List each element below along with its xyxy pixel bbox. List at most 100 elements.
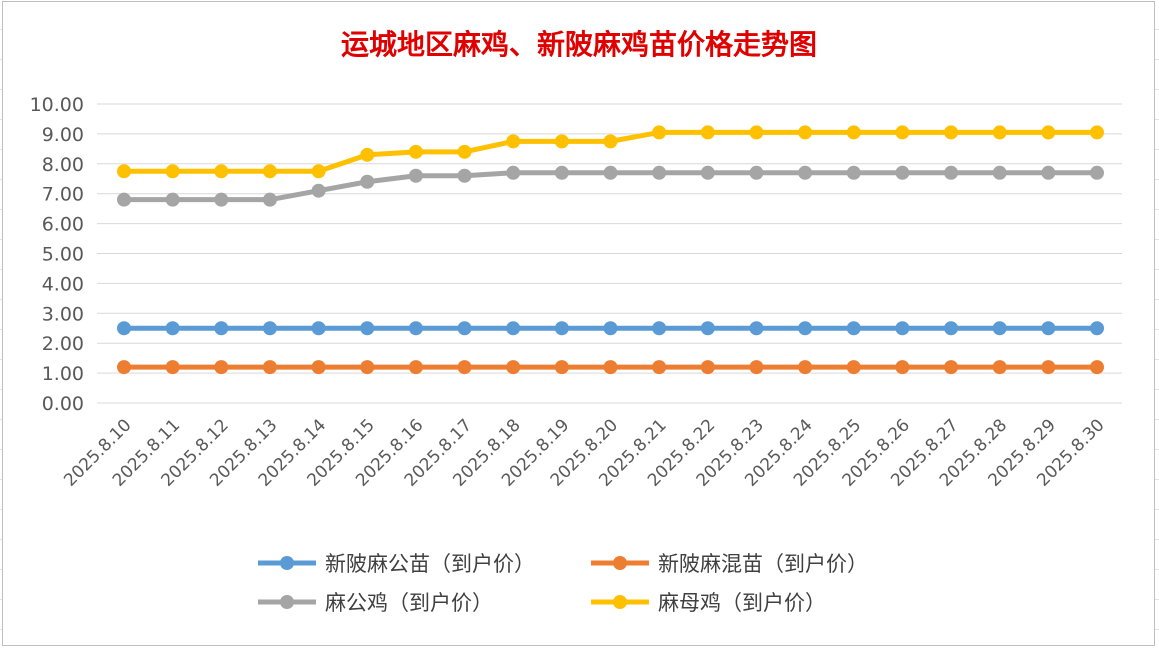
data-point bbox=[1041, 321, 1056, 336]
y-tick-label: 9.00 bbox=[42, 124, 84, 146]
data-point bbox=[700, 321, 715, 336]
data-point bbox=[506, 165, 521, 180]
y-tick-label: 4.00 bbox=[42, 273, 84, 295]
data-point bbox=[311, 360, 326, 375]
y-tick-label: 8.00 bbox=[42, 154, 84, 176]
data-point bbox=[408, 144, 423, 159]
data-point bbox=[846, 321, 861, 336]
data-point bbox=[360, 174, 375, 189]
y-tick-label: 3.00 bbox=[42, 303, 84, 325]
y-tick-label: 1.00 bbox=[42, 363, 84, 385]
data-point bbox=[408, 360, 423, 375]
data-point bbox=[311, 183, 326, 198]
data-point bbox=[262, 164, 277, 179]
data-point bbox=[117, 321, 131, 336]
data-point bbox=[944, 165, 959, 180]
data-point bbox=[1090, 360, 1104, 375]
data-point bbox=[652, 165, 667, 180]
data-point bbox=[992, 360, 1007, 375]
chart-title: 运城地区麻鸡、新陂麻鸡苗价格走势图 bbox=[341, 28, 817, 61]
legend-item[interactable]: 新陂麻混苗（到户价） bbox=[591, 552, 868, 576]
data-point bbox=[506, 360, 521, 375]
data-point bbox=[652, 125, 667, 140]
legend-item[interactable]: 麻公鸡（到户价） bbox=[258, 591, 493, 615]
data-point bbox=[700, 125, 715, 140]
data-point bbox=[992, 321, 1007, 336]
y-tick-label: 6.00 bbox=[42, 214, 84, 236]
data-point bbox=[944, 125, 959, 140]
data-point bbox=[798, 125, 813, 140]
legend: 新陂麻公苗（到户价） 新陂麻混苗（到户价） 麻公鸡（到户价） 麻母鸡（到户价） bbox=[258, 552, 868, 615]
data-point bbox=[944, 321, 959, 336]
data-point bbox=[700, 165, 715, 180]
data-point bbox=[895, 321, 910, 336]
data-point bbox=[749, 321, 764, 336]
data-point bbox=[652, 321, 667, 336]
legend-label: 新陂麻混苗（到户价） bbox=[658, 552, 868, 576]
data-point bbox=[603, 360, 618, 375]
data-point bbox=[165, 360, 180, 375]
data-point bbox=[554, 360, 569, 375]
data-point bbox=[165, 321, 180, 336]
data-point bbox=[1090, 125, 1104, 140]
data-point bbox=[554, 321, 569, 336]
data-point bbox=[262, 360, 277, 375]
data-point bbox=[408, 168, 423, 183]
gridlines bbox=[97, 103, 1122, 404]
data-point bbox=[117, 360, 131, 375]
data-point bbox=[1041, 165, 1056, 180]
data-point bbox=[457, 321, 472, 336]
series-1 bbox=[117, 360, 1104, 375]
data-point bbox=[798, 360, 813, 375]
data-point bbox=[603, 165, 618, 180]
data-point bbox=[992, 125, 1007, 140]
legend-swatch-marker bbox=[613, 595, 627, 609]
data-point bbox=[798, 321, 813, 336]
data-point bbox=[457, 144, 472, 159]
legend-label: 麻母鸡（到户价） bbox=[658, 591, 826, 615]
data-point bbox=[165, 192, 180, 207]
x-axis-ticks: 2025.8.102025.8.112025.8.122025.8.132025… bbox=[60, 415, 1108, 490]
data-point bbox=[214, 164, 229, 179]
data-point bbox=[214, 321, 229, 336]
data-point bbox=[895, 125, 910, 140]
data-point bbox=[1090, 165, 1104, 180]
series-3 bbox=[117, 125, 1104, 179]
data-point bbox=[749, 360, 764, 375]
y-tick-label: 2.00 bbox=[42, 333, 84, 355]
data-point bbox=[457, 360, 472, 375]
y-tick-label: 10.00 bbox=[30, 94, 84, 116]
legend-swatch-marker bbox=[280, 595, 294, 609]
y-tick-label: 7.00 bbox=[42, 184, 84, 206]
data-point bbox=[262, 192, 277, 207]
data-point bbox=[165, 164, 180, 179]
data-point bbox=[1041, 360, 1056, 375]
data-point bbox=[457, 168, 472, 183]
data-point bbox=[749, 125, 764, 140]
data-point bbox=[1090, 321, 1104, 336]
data-point bbox=[846, 125, 861, 140]
data-point bbox=[603, 321, 618, 336]
data-point bbox=[214, 192, 229, 207]
data-point bbox=[360, 147, 375, 162]
legend-swatch-marker bbox=[613, 556, 627, 570]
data-point bbox=[603, 134, 618, 149]
data-point bbox=[408, 321, 423, 336]
data-point bbox=[846, 165, 861, 180]
data-point bbox=[554, 134, 569, 149]
data-point bbox=[895, 165, 910, 180]
legend-item[interactable]: 新陂麻公苗（到户价） bbox=[258, 552, 535, 576]
legend-item[interactable]: 麻母鸡（到户价） bbox=[591, 591, 826, 615]
data-point bbox=[895, 360, 910, 375]
series-lines bbox=[117, 125, 1104, 375]
legend-label: 麻公鸡（到户价） bbox=[325, 591, 493, 615]
series-2 bbox=[117, 165, 1104, 207]
series-0 bbox=[117, 321, 1104, 336]
data-point bbox=[360, 360, 375, 375]
data-point bbox=[117, 192, 131, 207]
y-tick-label: 5.00 bbox=[42, 244, 84, 266]
data-point bbox=[749, 165, 764, 180]
y-axis-ticks: 0.00 1.00 2.00 3.00 4.00 5.00 6.00 7.00 8.00 9.00… bbox=[30, 94, 84, 415]
